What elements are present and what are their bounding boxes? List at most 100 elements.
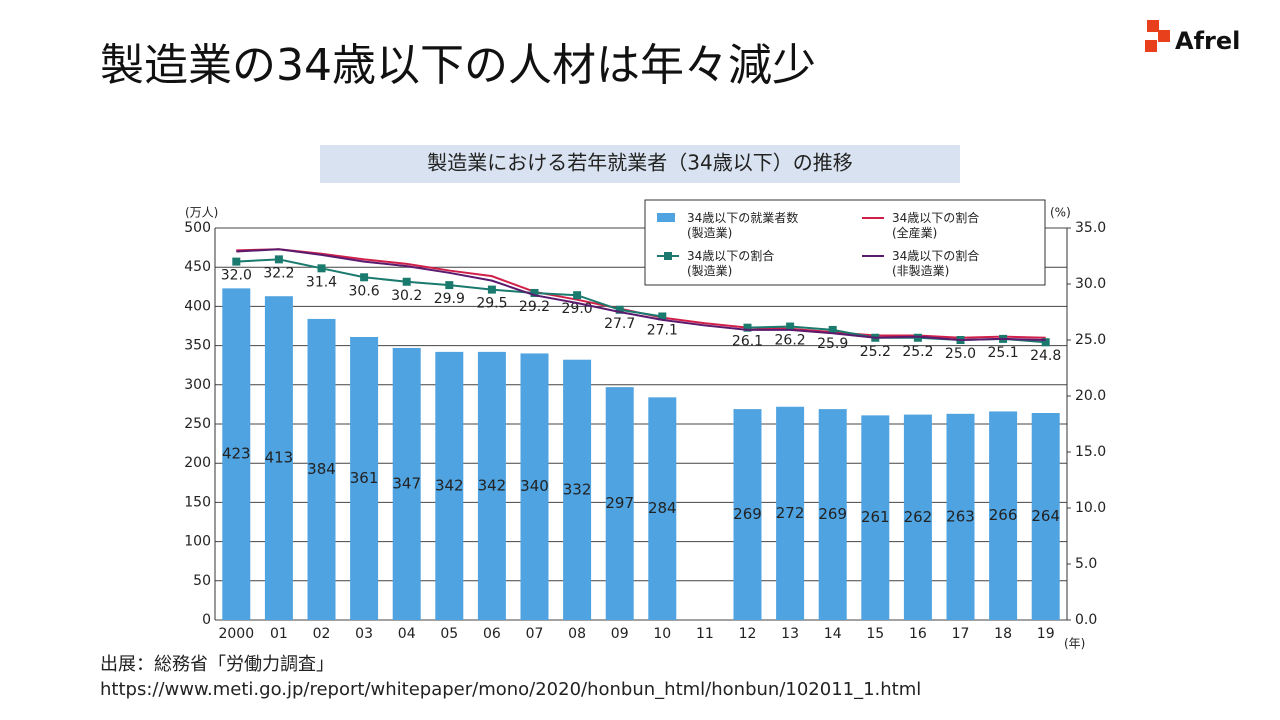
- marker: [615, 305, 624, 314]
- legend-label: 34歳以下の割合(非製造業): [892, 248, 979, 278]
- marker: [402, 277, 411, 286]
- marker: [743, 323, 752, 332]
- marker: [232, 257, 241, 266]
- x-tick-label: 16: [909, 626, 927, 642]
- point-label: 25.2: [902, 344, 933, 360]
- marker: [786, 322, 795, 331]
- point-label: 30.2: [391, 288, 422, 304]
- x-tick-label: 11: [696, 626, 714, 642]
- point-label: 31.4: [306, 274, 337, 290]
- marker: [573, 291, 582, 300]
- bar-label: 264: [1031, 507, 1060, 525]
- x-tick-label: 2000: [218, 626, 254, 642]
- y-tick-label: 50: [193, 573, 211, 589]
- y-axis-label: (万人): [185, 206, 218, 220]
- bar-label: 297: [605, 494, 634, 512]
- y2-tick-label: 30.0: [1075, 276, 1106, 292]
- source: 出展：総務省「労働力調査」: [100, 654, 334, 675]
- x-tick-label: 19: [1037, 626, 1055, 642]
- y-tick-label: 0: [202, 612, 211, 628]
- bar-label: 361: [350, 469, 379, 487]
- bar: [648, 397, 677, 620]
- x-tick-label: 02: [313, 626, 331, 642]
- point-label: 25.1: [988, 345, 1019, 361]
- y-tick-label: 150: [184, 494, 211, 510]
- legend-box: [644, 199, 1046, 286]
- y-tick-label: 250: [184, 416, 211, 432]
- bar-label: 423: [222, 445, 251, 463]
- bar-label: 269: [733, 505, 762, 523]
- y2-tick-label: 0.0: [1075, 612, 1097, 628]
- legend-swatch: [664, 252, 672, 260]
- marker: [274, 255, 283, 264]
- bar-label: 342: [435, 476, 464, 494]
- y2-axis-label: (%): [1050, 206, 1071, 220]
- point-label: 27.1: [647, 322, 678, 338]
- bar: [1031, 413, 1060, 620]
- point-label: 30.6: [349, 283, 380, 299]
- y2-tick-label: 35.0: [1075, 220, 1106, 236]
- y-tick-label: 300: [184, 377, 211, 393]
- logo-mark: [1158, 30, 1170, 42]
- bar-label: 269: [818, 505, 847, 523]
- bar: [605, 387, 634, 620]
- bar-label: 342: [478, 476, 507, 494]
- logo-mark: [1145, 40, 1157, 52]
- bar: [861, 415, 890, 620]
- logo-mark: [1147, 20, 1159, 32]
- x-tick-label: 05: [440, 626, 458, 642]
- bar: [733, 409, 762, 620]
- y2-tick-label: 20.0: [1075, 388, 1106, 404]
- bar-label: 347: [392, 474, 421, 492]
- bar: [392, 347, 421, 620]
- point-label: 29.2: [519, 299, 550, 315]
- x-tick-label: 17: [952, 626, 970, 642]
- legend-label: 34歳以下の割合(製造業): [687, 248, 774, 278]
- y-tick-label: 500: [184, 220, 211, 236]
- marker: [658, 312, 667, 321]
- point-label: 27.7: [604, 316, 635, 332]
- bar: [520, 353, 549, 620]
- slide-title: 製造業の34歳以下の人材は年々減少: [100, 40, 816, 91]
- x-tick-label: 15: [866, 626, 884, 642]
- bar: [946, 413, 975, 620]
- point-label: 29.5: [476, 296, 507, 312]
- y-tick-label: 450: [184, 259, 211, 275]
- bar: [222, 288, 251, 620]
- x-axis-label: (年): [1064, 637, 1085, 651]
- y-tick-label: 200: [184, 455, 211, 471]
- y-tick-label: 400: [184, 298, 211, 314]
- y-tick-label: 100: [184, 534, 211, 550]
- point-label: 26.2: [775, 333, 806, 349]
- point-label: 29.9: [434, 291, 465, 307]
- bar: [776, 406, 805, 620]
- bar-label: 340: [520, 477, 549, 495]
- marker: [828, 325, 837, 334]
- x-tick-label: 12: [739, 626, 757, 642]
- x-tick-label: 14: [824, 626, 842, 642]
- x-tick-label: 01: [270, 626, 288, 642]
- marker: [1041, 338, 1050, 347]
- marker: [445, 281, 454, 290]
- point-label: 25.2: [860, 344, 891, 360]
- point-label: 32.2: [263, 265, 294, 281]
- x-tick-label: 06: [483, 626, 501, 642]
- bar-label: 272: [776, 504, 805, 522]
- bar-label: 413: [265, 449, 294, 467]
- y2-tick-label: 25.0: [1075, 332, 1106, 348]
- bar-label: 332: [563, 480, 592, 498]
- x-tick-label: 08: [568, 626, 586, 642]
- y2-tick-label: 10.0: [1075, 500, 1106, 516]
- bar-label: 261: [861, 508, 890, 526]
- bar: [818, 409, 847, 620]
- chart-title-box: [320, 145, 960, 183]
- legend-label: 34歳以下の就業者数(製造業): [687, 210, 798, 240]
- x-tick-label: 18: [994, 626, 1012, 642]
- bar: [307, 318, 336, 620]
- legend-swatch: [657, 213, 675, 222]
- x-tick-label: 04: [398, 626, 416, 642]
- bar: [563, 359, 592, 620]
- point-label: 24.8: [1030, 348, 1061, 364]
